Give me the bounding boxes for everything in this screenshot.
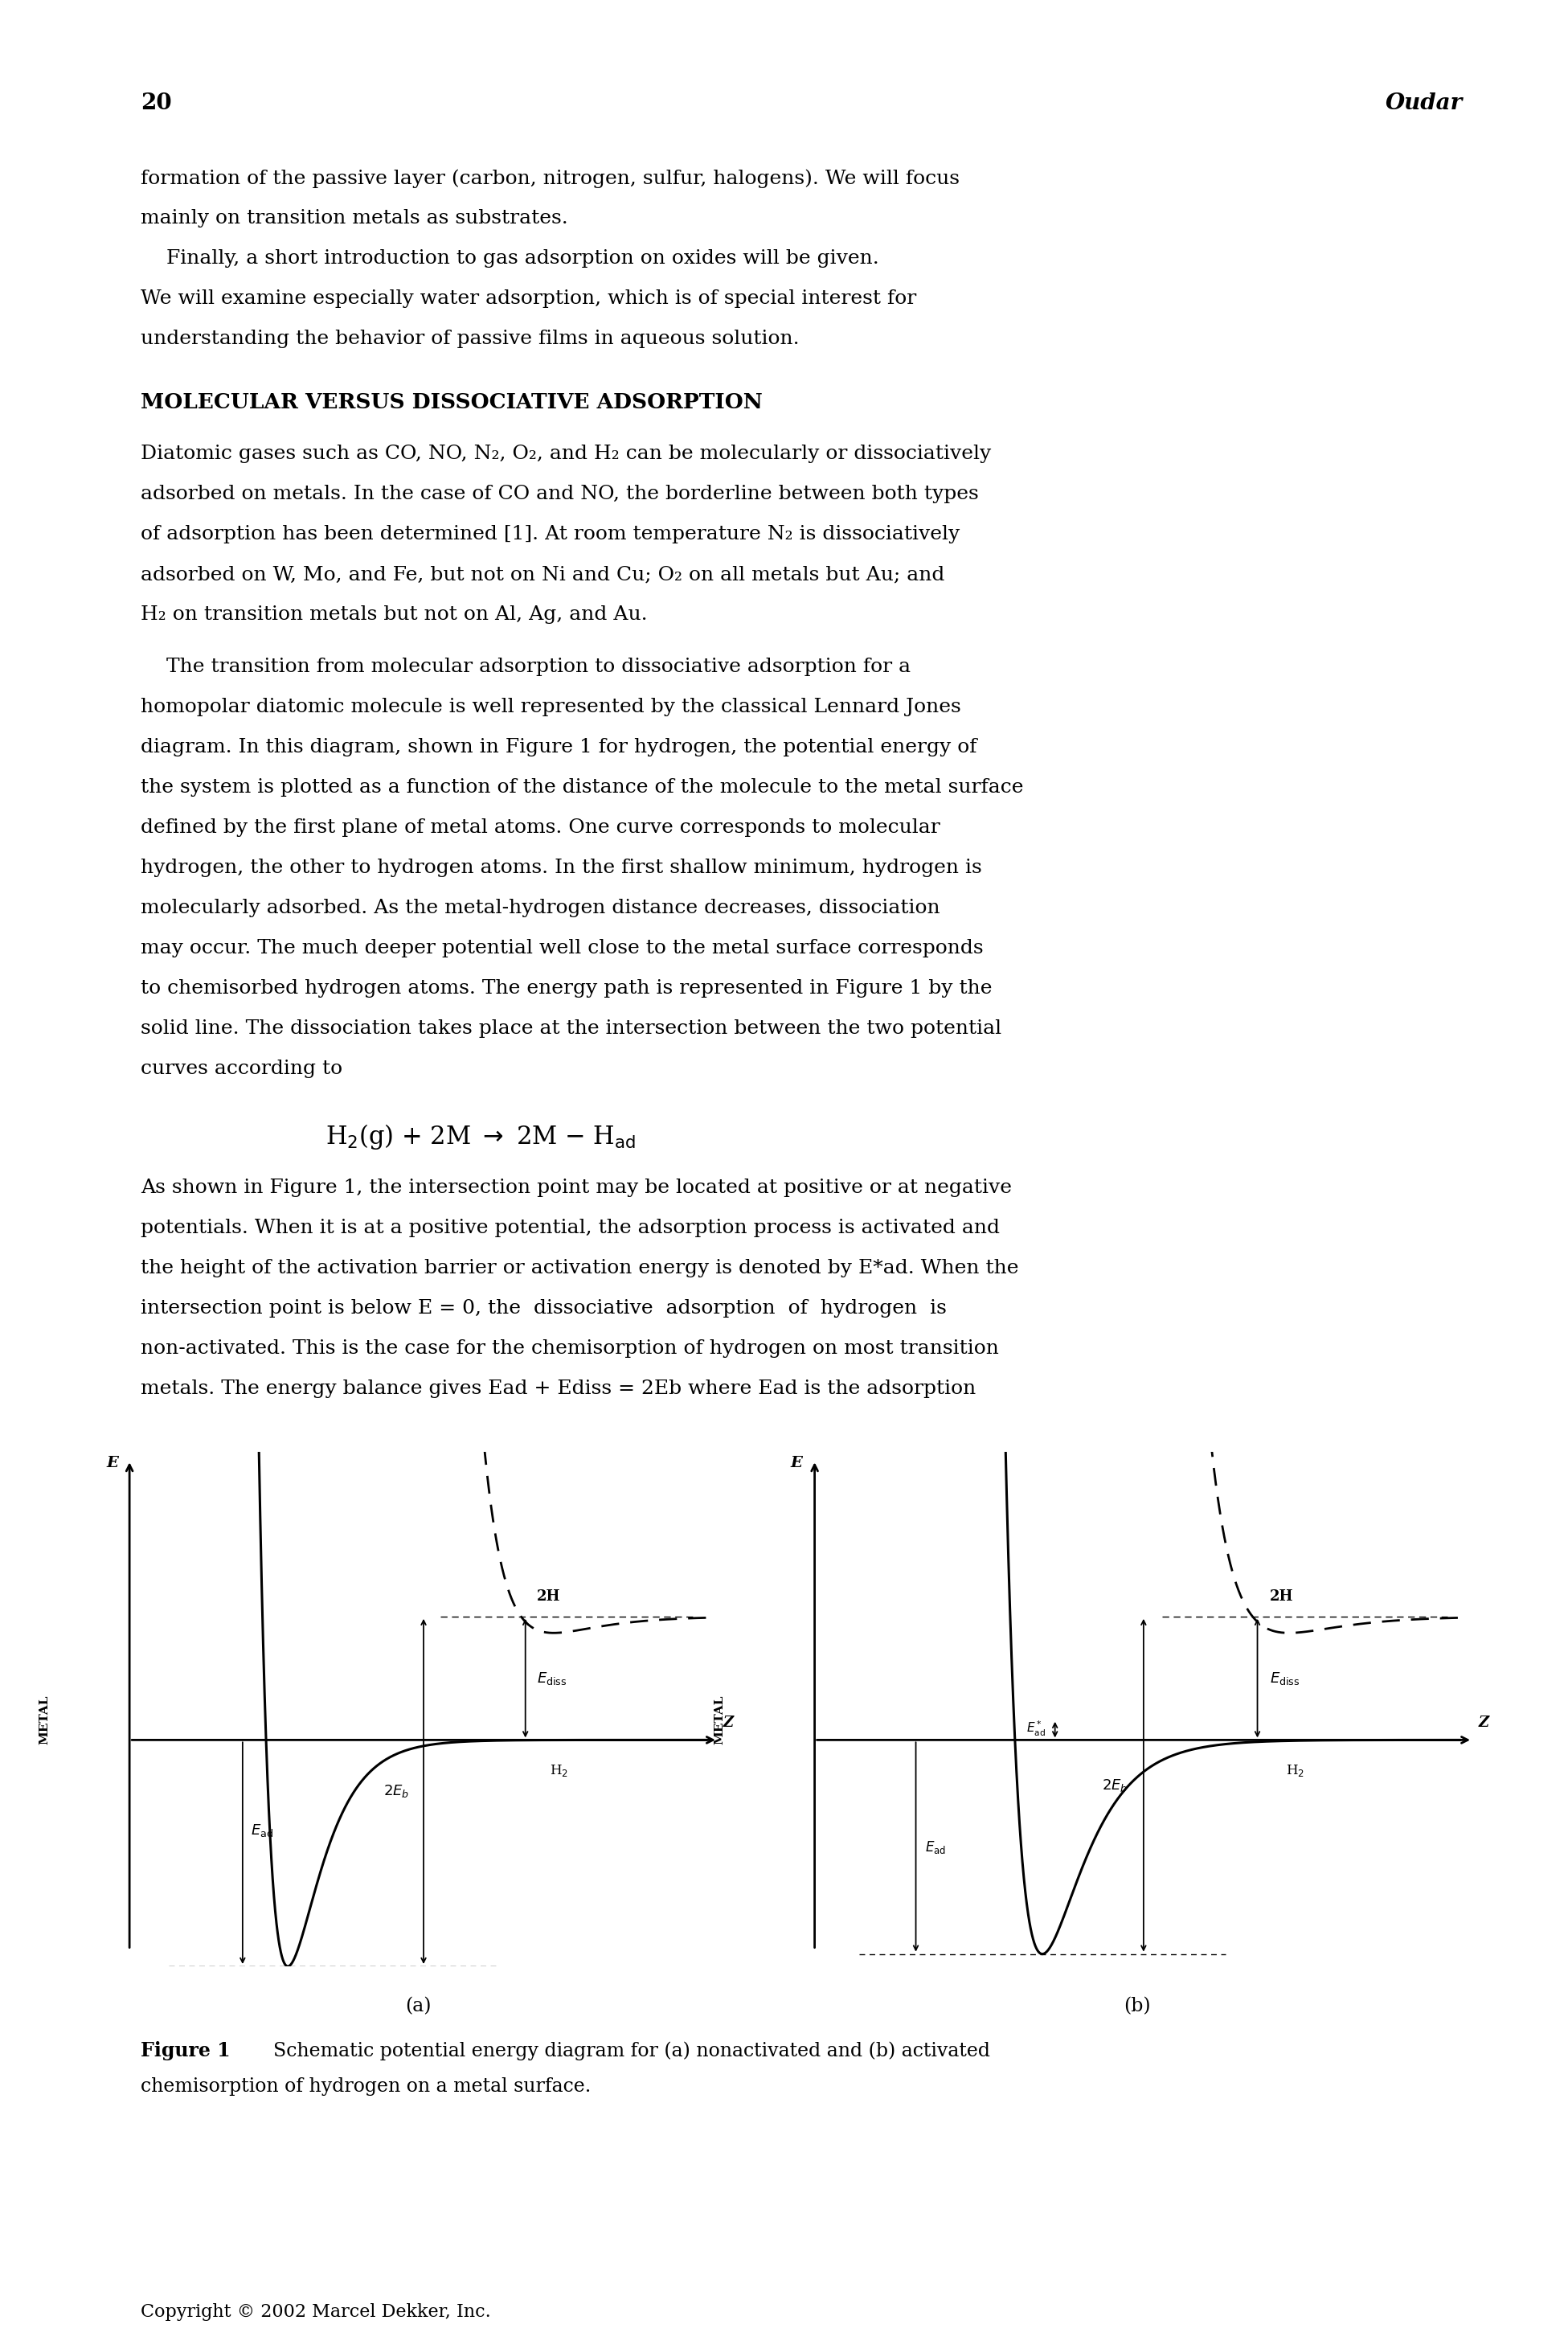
Text: Finally, a short introduction to gas adsorption on oxides will be given.: Finally, a short introduction to gas ads…: [141, 249, 880, 268]
Text: $E_{\rm ad}$: $E_{\rm ad}$: [925, 1839, 946, 1856]
Text: molecularly adsorbed. As the metal-hydrogen distance decreases, dissociation: molecularly adsorbed. As the metal-hydro…: [141, 900, 941, 916]
Text: may occur. The much deeper potential well close to the metal surface corresponds: may occur. The much deeper potential wel…: [141, 940, 983, 958]
Text: As shown in Figure 1, the intersection point may be located at positive or at ne: As shown in Figure 1, the intersection p…: [141, 1179, 1011, 1198]
Text: H$_2$: H$_2$: [1286, 1762, 1305, 1778]
Text: $2E_b$: $2E_b$: [1102, 1778, 1127, 1792]
Text: MOLECULAR VERSUS DISSOCIATIVE ADSORPTION: MOLECULAR VERSUS DISSOCIATIVE ADSORPTION: [141, 392, 762, 413]
Text: Copyright © 2002 Marcel Dekker, Inc.: Copyright © 2002 Marcel Dekker, Inc.: [141, 2302, 491, 2321]
Text: metals. The energy balance gives Ead + Ediss = 2Eb where Ead is the adsorption: metals. The energy balance gives Ead + E…: [141, 1379, 975, 1398]
Text: Z: Z: [723, 1715, 734, 1729]
Text: E: E: [107, 1456, 118, 1470]
Text: mainly on transition metals as substrates.: mainly on transition metals as substrate…: [141, 209, 568, 228]
Text: hydrogen, the other to hydrogen atoms. In the first shallow minimum, hydrogen is: hydrogen, the other to hydrogen atoms. I…: [141, 860, 982, 876]
Text: understanding the behavior of passive films in aqueous solution.: understanding the behavior of passive fi…: [141, 329, 800, 348]
Text: solid line. The dissociation takes place at the intersection between the two pot: solid line. The dissociation takes place…: [141, 1019, 1002, 1038]
Text: Diatomic gases such as CO, NO, N₂, O₂, and H₂ can be molecularly or dissociative: Diatomic gases such as CO, NO, N₂, O₂, a…: [141, 444, 991, 463]
Text: METAL: METAL: [39, 1694, 50, 1743]
Text: adsorbed on W, Mo, and Fe, but not on Ni and Cu; O₂ on all metals but Au; and: adsorbed on W, Mo, and Fe, but not on Ni…: [141, 566, 944, 583]
Text: (b): (b): [1124, 1997, 1151, 2015]
Text: $E^*_{\rm ad}$: $E^*_{\rm ad}$: [1025, 1719, 1046, 1738]
Text: H₂ on transition metals but not on Al, Ag, and Au.: H₂ on transition metals but not on Al, A…: [141, 606, 648, 625]
Text: the system is plotted as a function of the distance of the molecule to the metal: the system is plotted as a function of t…: [141, 778, 1024, 796]
Text: formation of the passive layer (carbon, nitrogen, sulfur, halogens). We will foc: formation of the passive layer (carbon, …: [141, 169, 960, 188]
Text: the height of the activation barrier or activation energy is denoted by E*ad. Wh: the height of the activation barrier or …: [141, 1259, 1019, 1278]
Text: 2H: 2H: [1270, 1590, 1294, 1604]
Text: We will examine especially water adsorption, which is of special interest for: We will examine especially water adsorpt…: [141, 289, 916, 308]
Text: potentials. When it is at a positive potential, the adsorption process is activa: potentials. When it is at a positive pot…: [141, 1219, 1000, 1238]
Text: to chemisorbed hydrogen atoms. The energy path is represented in Figure 1 by the: to chemisorbed hydrogen atoms. The energ…: [141, 980, 993, 998]
Text: homopolar diatomic molecule is well represented by the classical Lennard Jones: homopolar diatomic molecule is well repr…: [141, 698, 961, 716]
Text: (a): (a): [405, 1997, 431, 2015]
Text: Z: Z: [1479, 1715, 1490, 1729]
Text: 20: 20: [141, 92, 171, 115]
Text: non-activated. This is the case for the chemisorption of hydrogen on most transi: non-activated. This is the case for the …: [141, 1339, 999, 1358]
Text: defined by the first plane of metal atoms. One curve corresponds to molecular: defined by the first plane of metal atom…: [141, 817, 941, 836]
Text: intersection point is below E = 0, the  dissociative  adsorption  of  hydrogen  : intersection point is below E = 0, the d…: [141, 1299, 947, 1318]
Text: Oudar: Oudar: [1386, 92, 1463, 115]
Text: adsorbed on metals. In the case of CO and NO, the borderline between both types: adsorbed on metals. In the case of CO an…: [141, 484, 978, 503]
Text: curves according to: curves according to: [141, 1059, 342, 1078]
Text: $E_{\rm diss}$: $E_{\rm diss}$: [536, 1670, 566, 1687]
Text: Figure 1: Figure 1: [141, 2041, 230, 2060]
Text: 2H: 2H: [536, 1590, 560, 1604]
Text: $E_{\rm ad}$: $E_{\rm ad}$: [251, 1823, 274, 1839]
Text: H$_2$(g) + 2M $\rightarrow$ 2M $-$ H$_{\rm ad}$: H$_2$(g) + 2M $\rightarrow$ 2M $-$ H$_{\…: [326, 1123, 635, 1151]
Text: of adsorption has been determined [1]. At room temperature N₂ is dissociatively: of adsorption has been determined [1]. A…: [141, 524, 960, 543]
Text: METAL: METAL: [713, 1694, 726, 1743]
Text: E: E: [790, 1456, 801, 1470]
Text: Schematic potential energy diagram for (a) nonactivated and (b) activated: Schematic potential energy diagram for (…: [249, 2041, 989, 2060]
Text: $2E_b$: $2E_b$: [384, 1783, 409, 1799]
Text: $E_{\rm diss}$: $E_{\rm diss}$: [1270, 1670, 1300, 1687]
Text: H$_2$: H$_2$: [550, 1762, 569, 1778]
Text: chemisorption of hydrogen on a metal surface.: chemisorption of hydrogen on a metal sur…: [141, 2077, 591, 2095]
Text: The transition from molecular adsorption to dissociative adsorption for a: The transition from molecular adsorption…: [141, 658, 911, 677]
Text: diagram. In this diagram, shown in Figure 1 for hydrogen, the potential energy o: diagram. In this diagram, shown in Figur…: [141, 738, 977, 756]
